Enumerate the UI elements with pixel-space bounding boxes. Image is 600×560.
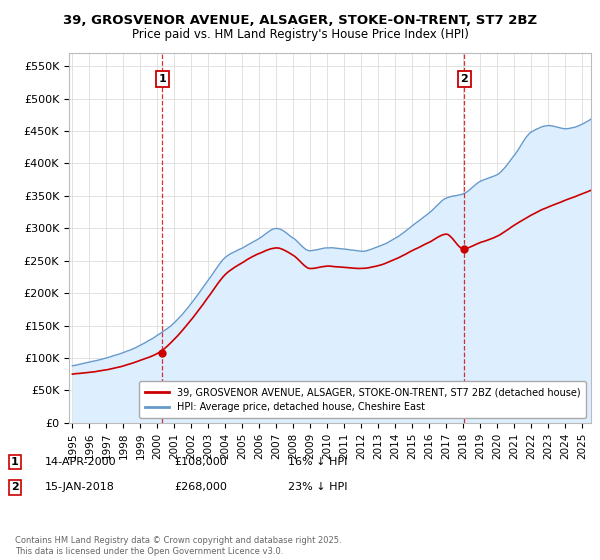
Text: Contains HM Land Registry data © Crown copyright and database right 2025.
This d: Contains HM Land Registry data © Crown c… <box>15 536 341 556</box>
Text: 15-JAN-2018: 15-JAN-2018 <box>45 482 115 492</box>
Text: 23% ↓ HPI: 23% ↓ HPI <box>288 482 347 492</box>
Text: 2: 2 <box>11 482 19 492</box>
Text: 14-APR-2000: 14-APR-2000 <box>45 457 116 467</box>
Text: 1: 1 <box>11 457 19 467</box>
Legend: 39, GROSVENOR AVENUE, ALSAGER, STOKE-ON-TRENT, ST7 2BZ (detached house), HPI: Av: 39, GROSVENOR AVENUE, ALSAGER, STOKE-ON-… <box>139 381 586 418</box>
Text: £108,000: £108,000 <box>174 457 227 467</box>
Text: 16% ↓ HPI: 16% ↓ HPI <box>288 457 347 467</box>
Text: Price paid vs. HM Land Registry's House Price Index (HPI): Price paid vs. HM Land Registry's House … <box>131 28 469 41</box>
Text: 2: 2 <box>460 74 468 84</box>
Text: 39, GROSVENOR AVENUE, ALSAGER, STOKE-ON-TRENT, ST7 2BZ: 39, GROSVENOR AVENUE, ALSAGER, STOKE-ON-… <box>63 14 537 27</box>
Text: £268,000: £268,000 <box>174 482 227 492</box>
Text: 1: 1 <box>158 74 166 84</box>
